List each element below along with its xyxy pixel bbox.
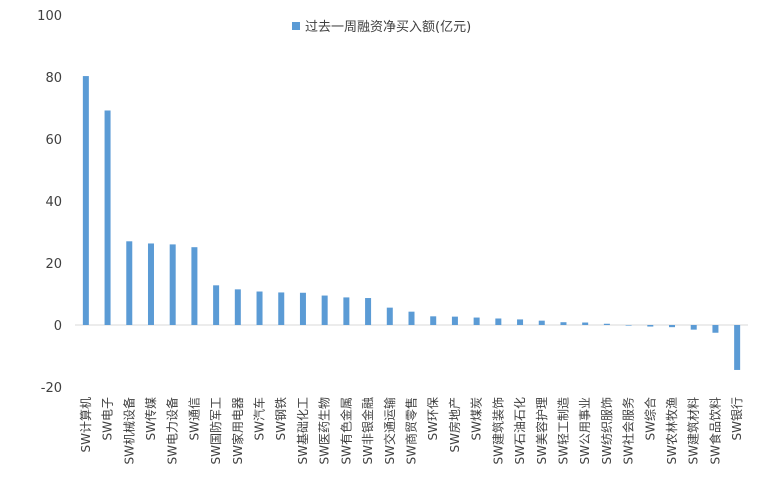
bar: [560, 322, 567, 325]
legend-swatch: [292, 22, 300, 30]
bar: [126, 241, 133, 325]
bar: [365, 298, 372, 325]
x-category-label: SW煤炭: [470, 397, 484, 440]
y-tick-label: 20: [45, 257, 62, 272]
y-tick-label: 0: [54, 319, 62, 334]
bar: [669, 325, 676, 328]
x-category-label: SW美容护理: [534, 397, 549, 464]
bar: [256, 291, 263, 325]
bar: [538, 320, 545, 325]
y-tick-label: 40: [45, 195, 62, 210]
y-axis: -20 0 20 40 60 80 100: [37, 9, 62, 396]
x-category-label: SW基础化工: [296, 397, 310, 464]
x-category-label: SW食品饮料: [707, 397, 722, 464]
bar: [321, 295, 328, 325]
bar: [213, 285, 220, 325]
x-category-label: SW钢铁: [274, 397, 288, 440]
x-category-label: SW环保: [426, 397, 440, 440]
bar: [647, 325, 654, 327]
x-category-label: SW银行: [730, 397, 744, 440]
x-category-label: SW房地产: [447, 397, 462, 452]
bar: [451, 316, 458, 325]
x-category-label: SW传媒: [143, 397, 158, 440]
bar: [343, 297, 350, 325]
x-category-label: SW农林牧渔: [665, 397, 679, 464]
x-category-label: SW建筑装饰: [490, 397, 505, 464]
x-category-label: SW电力设备: [166, 397, 180, 464]
y-tick-label: 60: [45, 133, 62, 148]
x-category-label: SW汽车: [252, 397, 267, 440]
x-category-label: SW交通运输: [382, 397, 397, 464]
x-category-label: SW家用电器: [230, 397, 245, 464]
x-category-label: SW通信: [187, 397, 201, 440]
x-category-label: SW轻工制造: [556, 397, 570, 464]
bar: [582, 322, 589, 325]
bar: [625, 325, 632, 326]
y-tick-label: -20: [41, 381, 62, 396]
x-category-label: SW非银金融: [360, 397, 375, 464]
bar: [234, 289, 241, 325]
x-category-label: SW社会服务: [621, 397, 636, 464]
x-category-label: SW电子: [101, 397, 115, 440]
x-category-label: SW医药生物: [318, 397, 332, 464]
bar: [495, 318, 502, 325]
legend: 过去一周融资净买入额(亿元): [292, 20, 471, 35]
bar: [191, 247, 198, 325]
bar: [603, 323, 610, 325]
bar: [278, 292, 285, 325]
x-category-label: SW纺织服饰: [600, 397, 614, 464]
bar: [147, 243, 154, 325]
x-category-label: SW建筑材料: [686, 397, 701, 464]
bar: [430, 316, 437, 325]
bar: [408, 311, 415, 325]
bar: [473, 317, 480, 325]
bar: [517, 319, 524, 325]
bar: [734, 325, 741, 370]
x-category-label: SW机械设备: [121, 397, 136, 464]
x-category-label: SW综合: [642, 397, 657, 440]
x-category-label: SW商贸零售: [404, 397, 419, 464]
x-category-label: SW有色金属: [338, 397, 353, 464]
y-tick-label: 80: [45, 71, 62, 86]
x-category-label: SW公用事业: [578, 397, 592, 464]
x-category-label: SW计算机: [78, 397, 93, 452]
bar: [82, 76, 89, 325]
bar: [386, 307, 393, 325]
y-tick-label: 100: [37, 9, 62, 24]
x-category-label: SW石油石化: [513, 397, 527, 464]
bars: [82, 76, 741, 370]
x-category-label: SW国防军工: [208, 397, 223, 464]
bar: [712, 325, 719, 333]
bar: [690, 325, 697, 330]
bar: [299, 292, 306, 325]
legend-label: 过去一周融资净买入额(亿元): [305, 20, 471, 35]
category-labels: SW计算机 SW电子 SW机械设备 SW传媒 SW电力设备 SW通信 SW国防军工 SW家用电…: [78, 397, 744, 464]
bar: [169, 244, 176, 325]
bar: [104, 110, 111, 325]
